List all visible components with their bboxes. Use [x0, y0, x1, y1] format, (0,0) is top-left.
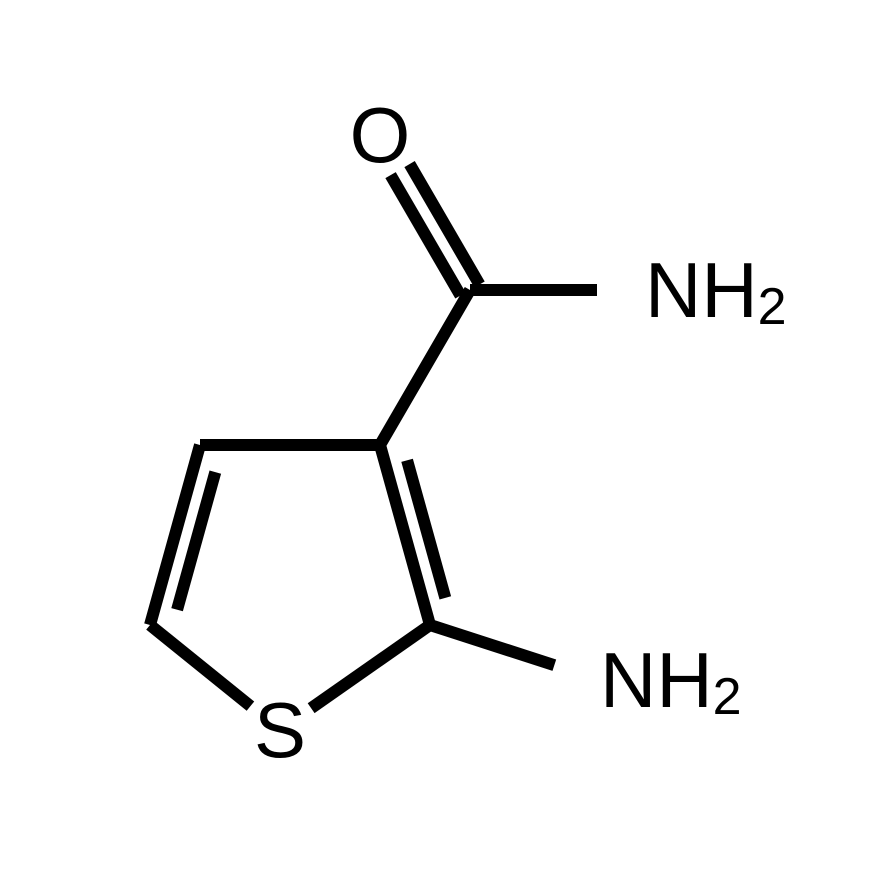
molecule-diagram: S NH2 O NH2	[0, 0, 890, 890]
bond-line	[311, 625, 430, 708]
atom-label-S: S	[254, 686, 306, 774]
bond-line	[380, 290, 470, 445]
bond-line	[430, 625, 554, 665]
bond-line	[150, 625, 250, 706]
atom-label-O: O	[350, 91, 411, 179]
atom-label-N2: NH2	[600, 636, 742, 726]
atom-label-N1: NH2	[645, 246, 787, 336]
